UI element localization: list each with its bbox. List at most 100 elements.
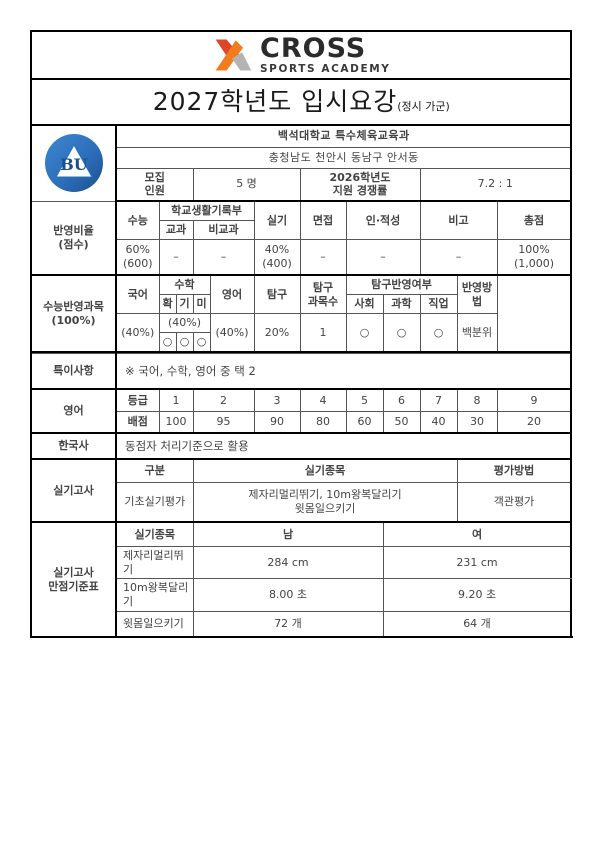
practical-value-events: 제자리멀리뛰기, 10m왕복달리기 윗몸일으키기: [192, 481, 458, 524]
value-suneung-percent: 60%: [125, 243, 150, 257]
header-social: 사회: [345, 294, 384, 314]
english-grade-4: 4: [299, 388, 347, 412]
value-math-mi: ○: [192, 331, 211, 353]
header-non-subject: 비교과: [192, 219, 255, 240]
university-name: 백석대학교 특수체육교육과: [115, 124, 572, 148]
practical-standards-header-row: 실기고사 만점기준표 실기종목 남 여: [30, 521, 572, 639]
practical-value-method: 객관평가: [456, 481, 572, 524]
practical-value-category: 기초실기평가: [115, 481, 194, 524]
value-method: 백분위: [456, 312, 498, 353]
english-score-5: 60: [345, 410, 384, 435]
header-exploration: 탐구: [253, 274, 301, 315]
reflection-ratio-value-row: 60% (600) – – 40% (400) – – – 100% (1,00…: [31, 238, 572, 277]
competition-ratio-label-line2: 지원 경쟁률: [332, 184, 388, 198]
quota-label: 모집 인원: [115, 167, 194, 202]
header-exploration-count-line1: 탐구: [312, 280, 334, 294]
university-name-row: BU 백석대학교 특수체육교육과: [30, 124, 572, 202]
value-math-gi: ○: [175, 331, 194, 353]
practical-header-method: 평가방법: [456, 458, 572, 483]
value-suneung-points: (600): [122, 257, 153, 270]
english-grade-9: 9: [496, 388, 572, 412]
header-exploration-count-line2: 과목수: [307, 294, 339, 308]
value-math-percent: (40%): [158, 313, 211, 333]
cross-logo-cell: CROSS SPORTS ACADEMY: [30, 30, 572, 80]
english-score-7: 40: [419, 410, 458, 435]
value-english: (40%): [209, 312, 255, 353]
header-math-hwak: 확: [158, 294, 177, 314]
english-score-2: 95: [192, 410, 255, 435]
reflection-ratio-header-row: 반영비율 (점수) 수능 학교생활기록부 실기 면접 인·적성 비고 총점: [30, 200, 572, 277]
quota-value: 5 명: [192, 167, 301, 202]
korean-history-row: 한국사 동점자 처리기준으로 활용: [30, 432, 572, 461]
value-suneung: 60% (600): [115, 238, 160, 277]
standards-male-0: 284 cm: [192, 545, 384, 580]
brand-tagline: SPORTS ACADEMY: [260, 63, 391, 76]
practical-standards-label-line1: 실기고사: [53, 566, 94, 579]
value-social: ○: [345, 312, 384, 353]
english-grade-8: 8: [456, 388, 498, 412]
english-score-3: 90: [253, 410, 301, 435]
header-math: 수학: [158, 274, 211, 296]
csat-bottom-border-row: [31, 351, 572, 354]
header-math-mi: 미: [192, 294, 211, 314]
csat-label-line2: (100%): [51, 313, 96, 327]
header-vocational: 직업: [419, 294, 458, 314]
english-score-8: 30: [456, 410, 498, 435]
reflection-ratio-label-line1: 반영비율: [53, 224, 94, 238]
standards-event-2: 윗몸일으키기: [115, 610, 194, 639]
svg-text:BU: BU: [60, 155, 88, 174]
english-grade-2: 2: [192, 388, 255, 412]
korean-history-label: 한국사: [30, 432, 117, 461]
csat-label-line1: 수능반영과목: [43, 299, 104, 313]
page-title-subtext: (정시 가군): [397, 100, 450, 114]
practical-standards-label-line2: 만점기준표: [48, 579, 99, 593]
english-grade-1: 1: [158, 388, 194, 412]
practical-header-category: 구분: [115, 458, 194, 483]
korean-history-text: 동점자 처리기준으로 활용: [115, 432, 572, 461]
header-method: 반영방법: [456, 274, 498, 315]
practical-events-line1: 제자리멀리뛰기, 10m왕복달리기: [248, 488, 402, 502]
practical-exam-header-row: 실기고사 구분 실기종목 평가방법: [30, 458, 572, 524]
page-title: 2027학년도 입시요강: [152, 87, 398, 117]
csat-subheader-row: 확 기 미 사회 과학 직업: [31, 294, 571, 314]
english-score-6: 50: [382, 410, 421, 435]
document-title-cell: 2027학년도 입시요강(정시 가군): [30, 78, 572, 126]
csat-value-row-2: ○ ○ ○: [31, 331, 571, 353]
value-subject: –: [158, 238, 194, 277]
value-total-percent: 100%: [518, 243, 550, 257]
english-score-1: 100: [158, 410, 194, 435]
special-notes-text: ※ 국어, 수학, 영어 중 택 2: [115, 352, 572, 391]
competition-ratio-label-line1: 2026학년도: [329, 170, 391, 184]
value-total-points: (1,000): [513, 257, 555, 270]
value-remarks: –: [419, 238, 498, 277]
english-score-9: 20: [496, 410, 572, 435]
english-score-header: 배점: [115, 410, 160, 435]
value-non-subject: –: [192, 238, 255, 277]
cross-x-mark-icon: [215, 39, 252, 71]
header-science: 과학: [382, 294, 421, 314]
header-total: 총점: [496, 200, 572, 240]
standards-male-2: 72 개: [192, 610, 384, 639]
value-korean: (40%): [115, 312, 160, 353]
header-english: 영어: [209, 274, 255, 315]
header-aptitude: 인·적성: [345, 200, 421, 240]
english-score-4: 80: [299, 410, 347, 435]
quota-label-line2: 인원: [144, 184, 165, 198]
english-grade-header-row: 영어 등급 1 2 3 4 5 6 7 8 9: [30, 388, 572, 435]
table-row: 제자리멀리뛰기 284 cm 231 cm: [31, 545, 572, 580]
reflection-ratio-label-line2: (점수): [58, 237, 89, 251]
csat-row-label: 수능반영과목 (100%): [30, 274, 117, 353]
value-aptitude: –: [345, 238, 421, 277]
standards-female-1: 9.20 초: [382, 578, 572, 612]
practical-standards-label: 실기고사 만점기준표: [30, 521, 117, 639]
english-grade-3: 3: [253, 388, 301, 412]
csat-value-row-1: (40%) (40%) (40%) 20% 1 ○ ○ ○ 백분위: [31, 312, 571, 353]
title-row: 2027학년도 입시요강(정시 가군): [30, 78, 572, 126]
value-practical-percent: 40%: [264, 243, 290, 257]
header-exploration-count: 탐구 과목수: [299, 274, 347, 315]
practical-exam-label: 실기고사: [30, 458, 117, 524]
english-score-row: 배점 100 95 90 80 60 50 40 30 20: [31, 410, 572, 435]
university-logo-cell: BU: [30, 124, 117, 202]
header-interview: 면접: [299, 200, 347, 240]
